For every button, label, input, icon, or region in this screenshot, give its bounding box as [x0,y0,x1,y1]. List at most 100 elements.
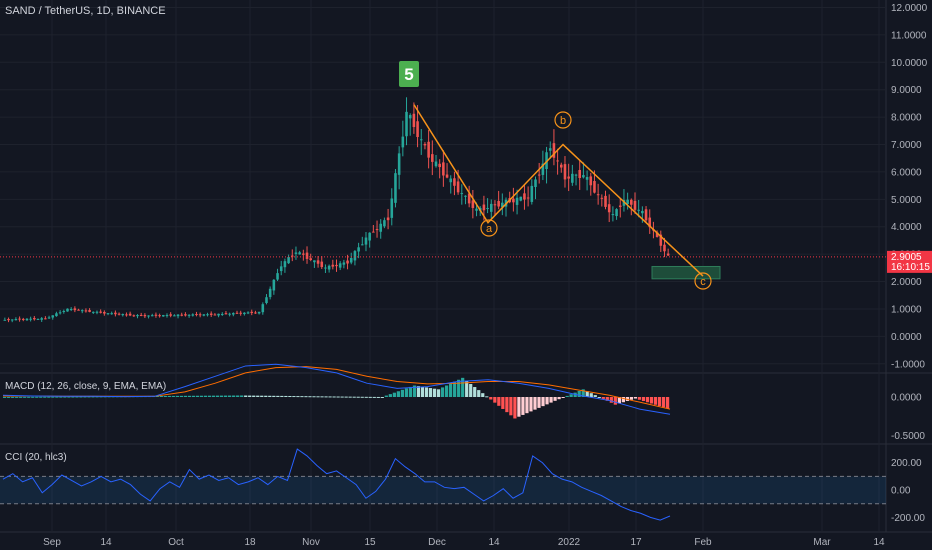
candle-body [633,200,637,210]
candle-body [88,310,91,312]
candle-body [560,164,563,168]
macd-title: MACD (12, 26, close, 9, EMA, EMA) [5,381,166,392]
cci-tick-label: 200.00 [891,458,922,469]
candle-body [515,197,519,205]
macd-histogram-bar [91,396,95,398]
candle-body [548,148,552,151]
candle-body [14,319,18,321]
macd-histogram-bar [477,390,481,397]
macd-histogram-bar [380,397,384,398]
macd-histogram-bar [541,397,545,407]
candle-body [213,314,217,316]
macd-histogram-bar [424,387,429,397]
candle-body [368,232,371,241]
candle-body [607,204,611,213]
macd-histogram-bar [11,396,15,398]
candle-body [585,176,589,180]
macd-histogram-bar [585,391,589,397]
candle-body [261,304,265,313]
macd-histogram-bar [569,394,573,397]
candle-body [611,214,615,216]
axes: 12.0000 11.0000 10.0000 9.0000 8.0000 7.0000 6… [43,3,932,548]
price-tick-label: 9.0000 [891,85,922,96]
macd-histogram-bar [252,395,256,397]
candle-body [173,315,176,317]
macd-histogram-bar [465,380,469,397]
macd-histogram-bar [320,396,324,398]
macd-histogram-bar [661,397,666,408]
candle-body [276,273,279,280]
macd-histogram-bar [340,396,344,398]
candle-body [346,260,349,264]
macd-histogram-bar [31,396,35,398]
candle-body [659,234,663,246]
candle-body [604,195,607,207]
macd-histogram-bar [280,395,284,397]
candle-body [423,143,427,146]
candle-body [158,315,161,317]
candle-body [383,220,386,227]
macd-histogram-bar [549,397,553,403]
macd-histogram-bar [521,397,525,415]
candle-body [541,163,545,175]
macd-histogram-bar [581,389,585,397]
macd-histogram-bar [223,395,228,397]
candle-body [246,312,250,314]
wave-label-circle [554,111,572,129]
macd-histogram-bar [195,395,200,397]
macd-histogram-bar [191,395,196,397]
candle-body [165,315,169,317]
cci-tick-label: 0.00 [891,486,911,497]
macd-histogram-bar [203,395,208,397]
price-tick-label: 6.0000 [891,167,922,178]
macd-histogram-bar [288,395,292,397]
candle-body [33,318,36,320]
macd-histogram-bar [332,396,336,398]
candle-body [442,162,445,176]
candle-body [114,312,117,315]
candle-body [143,315,147,317]
time-tick-label: 14 [488,537,500,548]
macd-histogram-bar [633,397,638,399]
macd-histogram-bar [577,390,581,397]
macd-histogram-bar [657,397,662,407]
candle-body [180,314,184,316]
price-tick-label: 4.0000 [891,222,922,233]
candle-body [534,179,537,188]
macd-histogram-bar [159,395,163,397]
candle-body [209,313,213,315]
candle-body [268,288,272,298]
macd-histogram-bar [388,394,392,397]
macd-histogram-bar [565,395,569,397]
candle-body [99,311,102,313]
macd-histogram-bar [348,396,352,398]
candle-body [305,252,309,259]
candle-body [630,199,633,205]
macd-histogram-bar [485,396,489,398]
candle-body [3,319,7,321]
price-tick-label: 10.0000 [891,58,928,69]
macd-histogram-bar [228,395,232,397]
candle-body [357,247,360,252]
candle-body [666,253,670,256]
macd-histogram-bar [71,396,75,398]
candle-body [486,208,489,210]
macd-histogram-bar [617,397,621,404]
macd-histogram-bar [364,396,368,398]
candle-body [103,311,106,314]
macd-histogram-bar [392,392,396,397]
macd-histogram-bar [95,396,99,398]
candle-body [150,315,154,317]
macd-histogram-bar [187,395,192,397]
candle-body [95,311,99,313]
elliott-wave-path [413,104,704,277]
macd-histogram-bar [360,396,364,398]
time-tick-label: 2022 [558,537,581,548]
candle-body [21,318,25,320]
cci-pane[interactable] [0,448,886,521]
price-pane[interactable]: 5 a b c [0,61,886,323]
candle-body [220,313,224,315]
macd-histogram-bar [384,395,388,397]
macd-pane[interactable] [2,363,671,419]
candle-body [394,173,397,203]
